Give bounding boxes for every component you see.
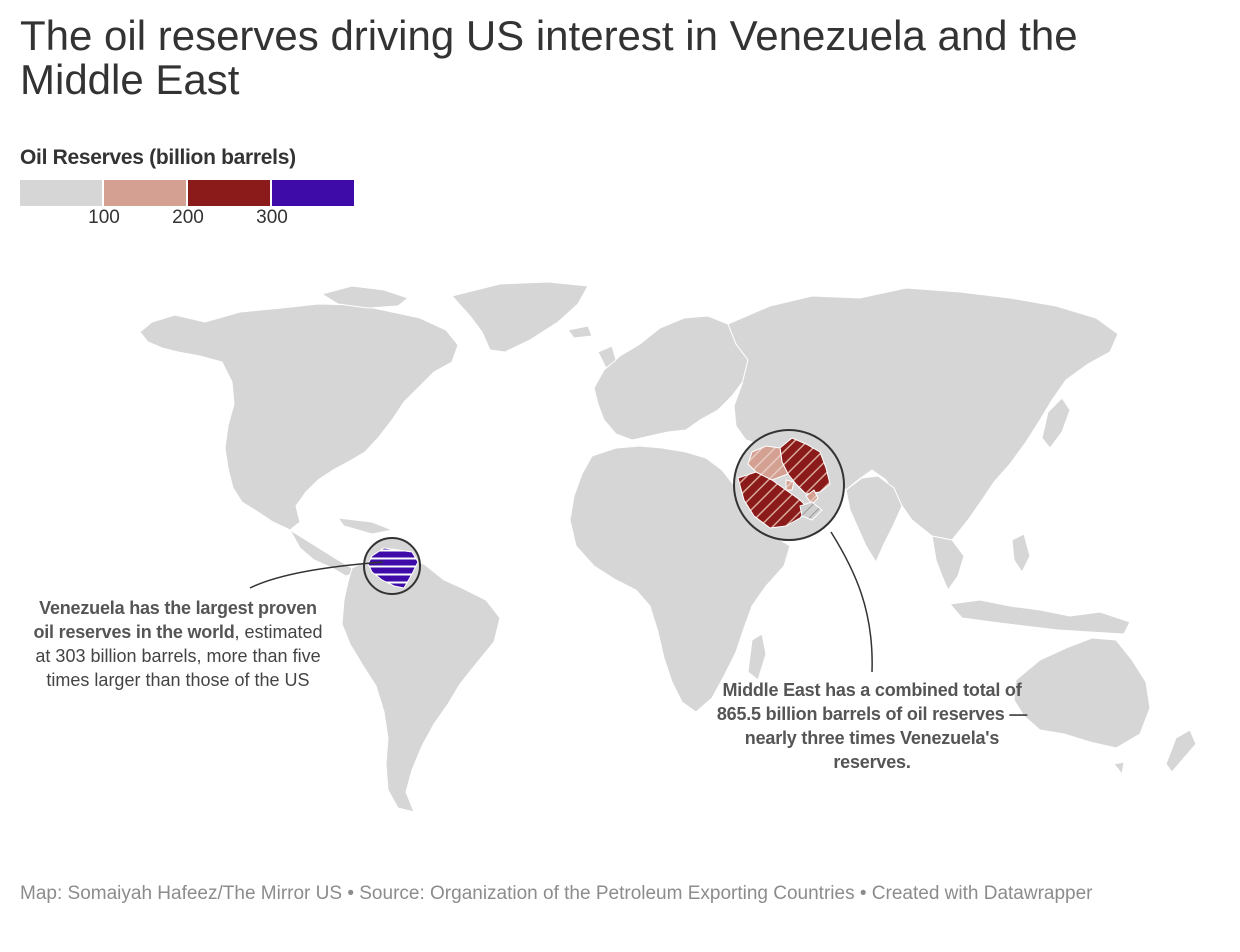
middle-east-annotation: Middle East has a combined total of 865.… (712, 678, 1032, 774)
europe (593, 315, 749, 441)
legend-tick-200: 200 (172, 207, 204, 228)
middle-east-highlight (733, 429, 845, 541)
legend-tick-100: 100 (88, 207, 120, 228)
new-zealand (1113, 729, 1197, 776)
middle-east-annotation-bold: Middle East has a combined total of 865.… (716, 680, 1028, 772)
africa (569, 445, 791, 713)
venezuela-annotation-bold: Venezuela has the largest proven oil res… (33, 598, 317, 642)
arctic-islands (320, 285, 410, 309)
greenland (451, 281, 589, 353)
qatar (799, 501, 823, 521)
madagascar (747, 633, 767, 681)
legend-swatch-4 (272, 180, 354, 206)
japan (1041, 397, 1071, 449)
south-america (341, 555, 501, 813)
north-america (139, 303, 459, 531)
legend-swatch-2 (104, 180, 186, 206)
legend-color-scale (20, 180, 354, 206)
venezuela (367, 547, 419, 589)
indonesia (949, 599, 1131, 635)
philippines (1011, 533, 1031, 573)
uk-iceland (567, 325, 617, 369)
india (845, 475, 903, 564)
legend-title: Oil Reserves (billion barrels) (20, 146, 296, 169)
legend-swatch-3 (188, 180, 270, 206)
venezuela-highlight (363, 537, 421, 595)
southeast-asia (931, 535, 965, 592)
caribbean (336, 517, 394, 535)
uae (805, 489, 819, 505)
chart-title: The oil reserves driving US interest in … (20, 12, 1078, 103)
venezuela-annotation-rest: , estimated at 303 billion barrels, more… (35, 622, 323, 690)
iraq (747, 445, 789, 481)
legend-tick-300: 300 (256, 207, 288, 228)
venezuela-leader-line (249, 561, 384, 589)
venezuela-annotation: Venezuela has the largest proven oil res… (28, 596, 328, 692)
footer-credits: Map: Somaiyah Hafeez/The Mirror US • Sou… (20, 883, 1093, 904)
kuwait (785, 479, 795, 491)
middle-east-leader-line (830, 531, 873, 673)
legend-swatch-1 (20, 180, 102, 206)
land-masses (139, 281, 1197, 813)
australia (1013, 637, 1151, 749)
